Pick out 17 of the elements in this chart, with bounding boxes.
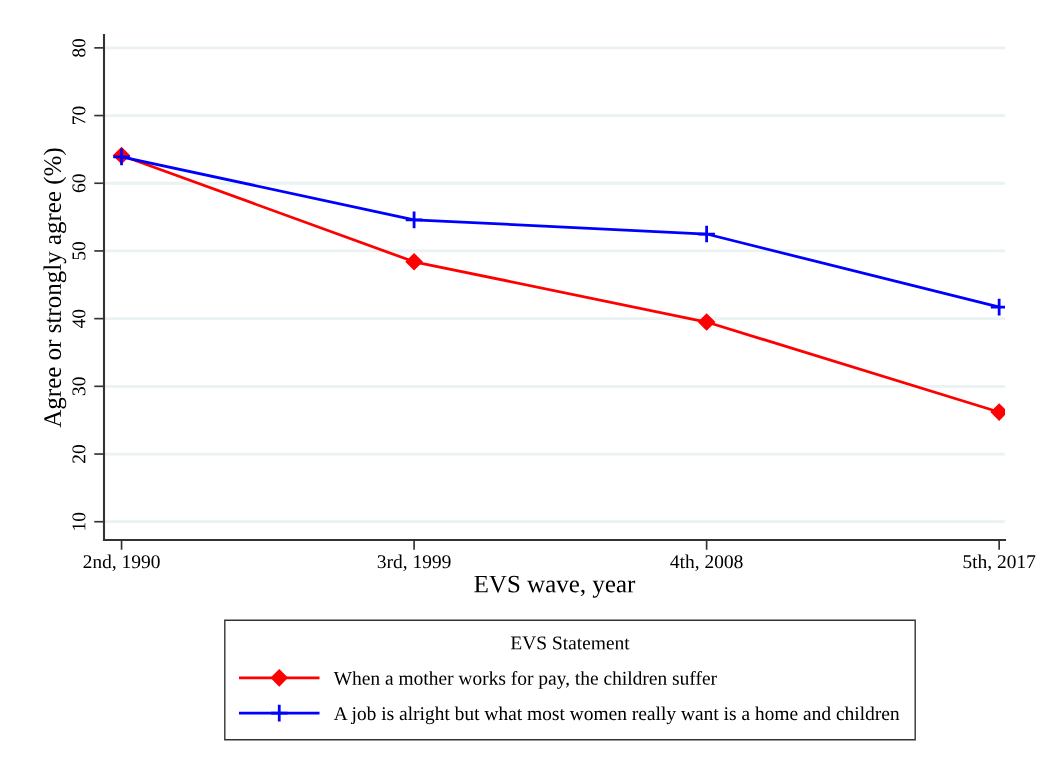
- x-axis-title: EVS wave, year: [474, 575, 636, 598]
- y-tick-label: 60: [72, 174, 86, 193]
- legend-label: A job is alright but what most women really want is a home and children: [333, 706, 900, 725]
- legend-label: When a mother works for pay, the children suffer: [333, 670, 717, 689]
- y-tick-label: 50: [72, 241, 86, 260]
- y-tick-label: 80: [72, 38, 86, 57]
- y-tick-label: 40: [72, 309, 86, 328]
- x-tick-label: 4th, 2008: [670, 554, 743, 572]
- legend-title: EVS Statement: [510, 636, 630, 650]
- y-tick-label: 10: [72, 512, 86, 530]
- y-tick-label: 20: [72, 445, 86, 463]
- y-tick-label: 30: [72, 377, 86, 396]
- x-tick-label: 3rd, 1999: [377, 554, 451, 572]
- y-axis-title: Agree or strongly agree (%): [43, 148, 67, 428]
- y-tick-label: 70: [72, 106, 86, 124]
- x-tick-label: 2nd, 1990: [83, 554, 160, 572]
- x-tick-label: 5th, 2017: [963, 554, 1036, 572]
